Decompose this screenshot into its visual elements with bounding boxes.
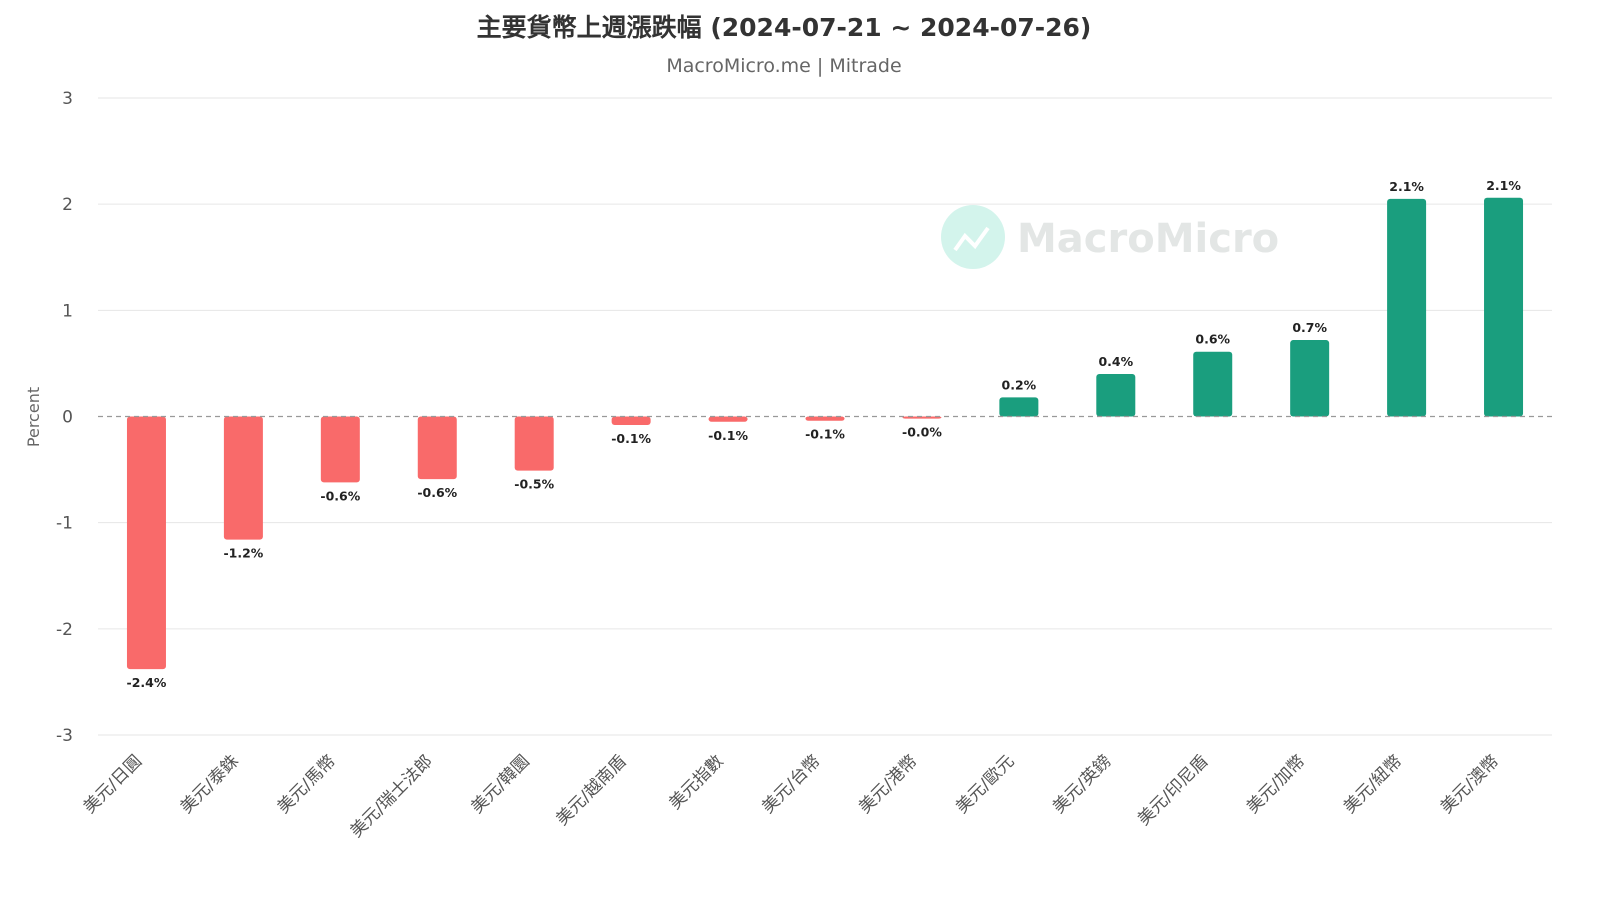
chart-title: 主要貨幣上週漲跌幅 (2024-07-21 ~ 2024-07-26) (477, 13, 1092, 42)
bar[interactable] (1387, 198, 1427, 417)
bar[interactable] (999, 397, 1039, 417)
y-axis-label: Percent (24, 387, 43, 447)
x-tick-label: 美元/瑞士法郎 (346, 751, 436, 841)
x-tick-label: 美元/港幣 (855, 751, 921, 817)
data-label: 0.7% (1292, 320, 1327, 335)
watermark-logo-icon (941, 205, 1005, 269)
data-label: -2.4% (127, 675, 167, 690)
x-tick-label: 美元/加幣 (1243, 751, 1309, 817)
y-tick-label: 0 (62, 408, 73, 428)
x-tick-label: 美元/澳幣 (1437, 751, 1503, 817)
x-tick-label: 美元/印尼盾 (1134, 751, 1212, 829)
bar[interactable] (223, 416, 263, 540)
bar[interactable] (417, 416, 457, 480)
data-label: -0.1% (611, 431, 651, 446)
bar[interactable] (1096, 374, 1136, 417)
data-label: -0.0% (902, 425, 942, 440)
bar[interactable] (126, 416, 166, 670)
data-label: 0.4% (1098, 354, 1133, 369)
watermark-text: MacroMicro (1017, 216, 1279, 262)
data-label: -0.6% (320, 488, 360, 503)
x-tick-label: 美元/韓圜 (467, 751, 533, 817)
data-label: -0.6% (417, 485, 457, 500)
x-tick-label: 美元/馬幣 (274, 751, 340, 817)
data-label: -0.1% (708, 428, 748, 443)
y-tick-label: 3 (62, 89, 73, 109)
data-label: 2.1% (1486, 178, 1521, 193)
y-axis-ticks: 3 2 1 0 -1 -2 -3 (56, 89, 73, 746)
x-tick-label: 美元/越南盾 (552, 751, 630, 829)
watermark-chart-icon (953, 226, 990, 252)
y-tick-label: 2 (62, 195, 73, 215)
y-tick-label: -1 (56, 514, 73, 534)
bar[interactable] (1193, 351, 1233, 417)
data-label: -0.5% (514, 477, 554, 492)
y-tick-label: -3 (56, 726, 73, 746)
data-label: -1.2% (223, 546, 263, 561)
bar[interactable] (1484, 197, 1524, 417)
bar[interactable] (320, 416, 360, 483)
x-tick-label: 美元/紐幣 (1340, 751, 1406, 817)
y-tick-label: -2 (56, 620, 73, 640)
x-tick-label: 美元/日圓 (80, 751, 146, 817)
bars (126, 197, 1524, 670)
x-tick-label: 美元指數 (665, 751, 727, 813)
data-label: 0.2% (1002, 377, 1037, 392)
x-tick-label: 美元/泰銖 (177, 751, 243, 817)
y-tick-label: 1 (62, 301, 73, 321)
grid-lines (98, 97, 1552, 736)
watermark: MacroMicro (941, 205, 1279, 269)
bar[interactable] (611, 416, 651, 425)
x-tick-label: 美元/台幣 (758, 751, 824, 817)
data-labels: -2.4% -1.2% -0.6% -0.6% -0.5% -0.1% -0.1% -0.1%… (127, 178, 1522, 690)
chart-subtitle: MacroMicro.me | Mitrade (666, 55, 901, 77)
x-axis-ticks: 美元/日圓 美元/泰銖 美元/馬幣 美元/瑞士法郎 美元/韓圜 美元/越南盾 美元指數 美元/… (80, 751, 1503, 841)
bar[interactable] (805, 416, 845, 421)
bar[interactable] (708, 416, 748, 422)
data-label: -0.1% (805, 427, 845, 442)
bar[interactable] (1290, 340, 1330, 417)
data-label: 2.1% (1389, 179, 1424, 194)
x-tick-label: 美元/歐元 (952, 751, 1018, 817)
x-tick-label: 美元/英鎊 (1049, 751, 1115, 817)
data-label: 0.6% (1195, 332, 1230, 347)
bar[interactable] (514, 416, 554, 471)
